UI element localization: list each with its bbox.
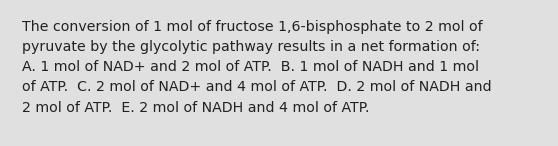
Text: The conversion of 1 mol of fructose 1,6-bisphosphate to 2 mol of: The conversion of 1 mol of fructose 1,6-… (22, 20, 483, 34)
Text: of ATP.  C. 2 mol of NAD+ and 4 mol of ATP.  D. 2 mol of NADH and: of ATP. C. 2 mol of NAD+ and 4 mol of AT… (22, 80, 492, 94)
Text: A. 1 mol of NAD+ and 2 mol of ATP.  B. 1 mol of NADH and 1 mol: A. 1 mol of NAD+ and 2 mol of ATP. B. 1 … (22, 60, 479, 74)
Text: 2 mol of ATP.  E. 2 mol of NADH and 4 mol of ATP.: 2 mol of ATP. E. 2 mol of NADH and 4 mol… (22, 101, 369, 115)
Text: pyruvate by the glycolytic pathway results in a net formation of:: pyruvate by the glycolytic pathway resul… (22, 40, 480, 54)
